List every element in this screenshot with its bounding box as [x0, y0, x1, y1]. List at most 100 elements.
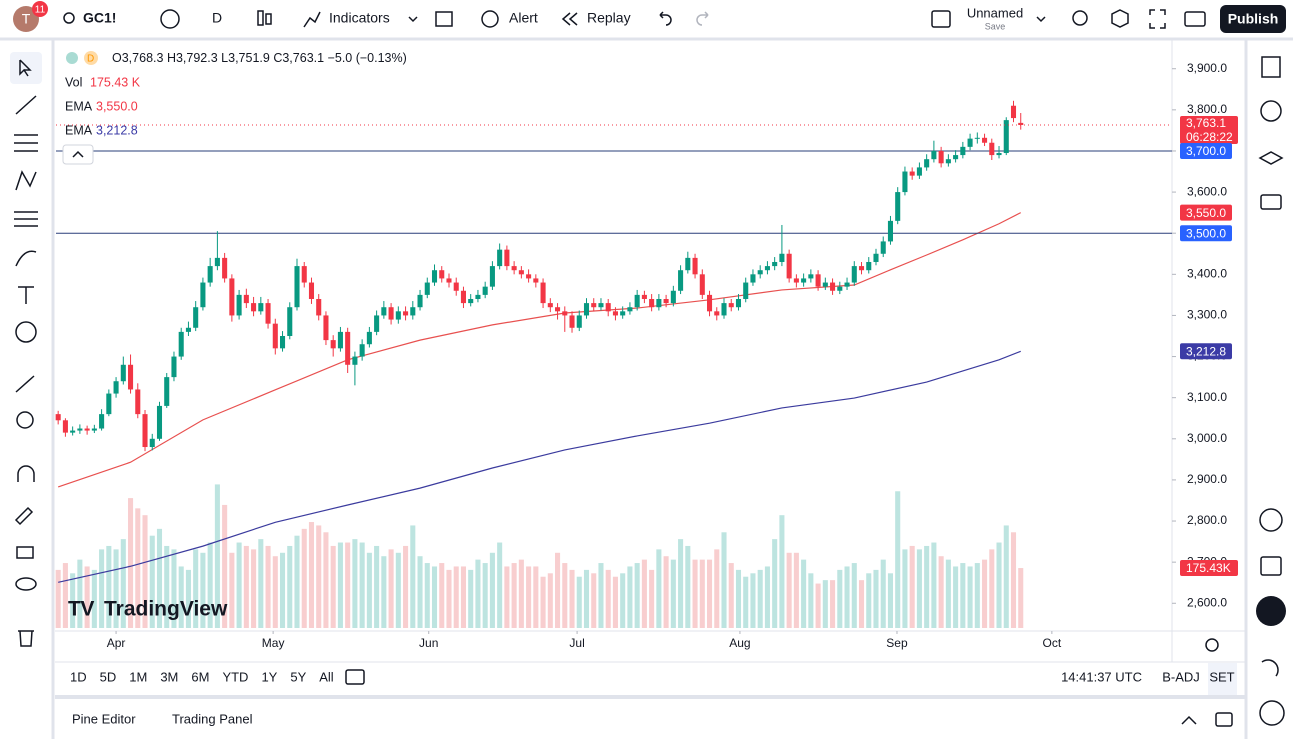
volume-bar: [106, 545, 112, 628]
range-button[interactable]: 1M: [129, 669, 147, 684]
brush-tool[interactable]: [15, 250, 37, 267]
publish-button[interactable]: [1220, 5, 1286, 33]
volume-bar: [431, 566, 438, 628]
alerts-panel[interactable]: [1260, 100, 1282, 122]
text-tool[interactable]: [18, 286, 34, 304]
chart-type[interactable]: [257, 10, 264, 26]
save[interactable]: Save: [985, 21, 1006, 31]
candle-body: [258, 303, 264, 312]
magnet-tool[interactable]: [17, 465, 35, 482]
publish[interactable]: Publish: [1228, 11, 1279, 27]
adjustment[interactable]: B-ADJ: [1162, 669, 1200, 684]
search-icon[interactable]: [63, 12, 75, 24]
alert[interactable]: Alert: [509, 10, 538, 26]
volume-bar: [555, 552, 561, 628]
products[interactable]: [1256, 596, 1286, 626]
zoom-tool[interactable]: [16, 411, 34, 429]
settings[interactable]: [1111, 9, 1129, 28]
trading-ideas[interactable]: [1259, 508, 1283, 532]
add-symbol[interactable]: [160, 9, 180, 29]
ema-line: [58, 350, 1021, 583]
forecast-tool[interactable]: [14, 211, 38, 227]
screenshot[interactable]: [1184, 11, 1206, 27]
candle-body: [663, 298, 669, 304]
candle-body: [996, 153, 1002, 156]
ohlc-legend: O3,768.3 H3,792.3 L3,751.9 C3,763.1 −5.0…: [112, 51, 407, 65]
range-button[interactable]: 6M: [191, 669, 209, 684]
volume-bar: [793, 552, 799, 628]
volume-bar: [996, 542, 1002, 628]
last-price-label: 3,763.1: [1186, 116, 1226, 130]
volume-bar: [359, 542, 365, 628]
collapse-legend[interactable]: [62, 144, 94, 165]
pattern-tool[interactable]: [15, 170, 37, 191]
redo[interactable]: [696, 11, 709, 26]
expand-panel[interactable]: [1181, 715, 1197, 725]
volume-bar: [526, 566, 532, 628]
indicators-icon[interactable]: [303, 11, 321, 28]
ema-label: 3,212.8: [1186, 344, 1226, 358]
range-button[interactable]: All: [319, 669, 334, 684]
candle-body: [251, 303, 257, 312]
volume-bar: [229, 552, 235, 628]
object-tree[interactable]: [1258, 151, 1284, 165]
candle-body: [446, 278, 452, 283]
range-button[interactable]: YTD: [222, 669, 248, 684]
range-button[interactable]: 5Y: [290, 669, 306, 684]
alert-icon[interactable]: [481, 10, 499, 28]
volume-bar: [236, 542, 242, 628]
range-button[interactable]: 5D: [100, 669, 117, 684]
volume-bar: [424, 563, 430, 628]
volume-bar: [612, 576, 618, 628]
lock-tool[interactable]: [16, 546, 34, 559]
replay-icon[interactable]: [561, 12, 578, 26]
axis-settings[interactable]: [1205, 638, 1219, 652]
goto-date[interactable]: [345, 669, 365, 685]
candle-body: [547, 303, 553, 308]
range-button[interactable]: 3M: [160, 669, 178, 684]
layout-name[interactable]: Unnamed: [967, 5, 1023, 20]
range-button[interactable]: 1D: [70, 669, 87, 684]
session-button[interactable]: [1208, 663, 1237, 695]
replay[interactable]: Replay: [587, 10, 631, 26]
candle-body: [627, 307, 633, 312]
layouts-icon[interactable]: [435, 11, 453, 27]
measure-tool[interactable]: [15, 375, 35, 393]
volume-bar: [156, 528, 163, 628]
panel-tab[interactable]: Pine Editor: [72, 711, 136, 726]
volume-bar: [439, 563, 445, 628]
candle-body: [924, 159, 930, 168]
cursor-tool[interactable]: [10, 52, 42, 84]
symbol[interactable]: GC1!: [83, 10, 116, 26]
range-button[interactable]: 1Y: [261, 669, 277, 684]
badge: [32, 1, 48, 17]
avatar[interactable]: [13, 6, 39, 32]
fullscreen[interactable]: [1149, 9, 1166, 29]
watchlist[interactable]: [1261, 56, 1281, 78]
trend-line-tool[interactable]: [15, 95, 37, 115]
candle-body: [895, 192, 901, 221]
dropdown[interactable]: [1036, 16, 1046, 23]
calendar[interactable]: [1260, 556, 1282, 576]
undo[interactable]: [659, 11, 672, 26]
help[interactable]: [1259, 700, 1285, 726]
volume-bar: [171, 549, 177, 628]
chats[interactable]: [1260, 194, 1282, 210]
panel-tab[interactable]: Trading Panel: [172, 711, 253, 726]
candle-body: [858, 266, 865, 271]
layout-icon[interactable]: [931, 10, 951, 28]
icon-tool[interactable]: [15, 321, 37, 343]
maximize-panel[interactable]: [1215, 712, 1233, 727]
candle-body: [120, 364, 126, 382]
session[interactable]: SET: [1209, 669, 1234, 684]
signals[interactable]: [1261, 659, 1279, 677]
quick-search[interactable]: [1072, 10, 1088, 26]
hide-tool[interactable]: [15, 577, 37, 591]
interval[interactable]: D: [212, 10, 222, 26]
delete-tool[interactable]: [18, 630, 34, 647]
dropdown[interactable]: [408, 16, 418, 23]
volume-bar: [866, 573, 872, 628]
lock-draw-tool[interactable]: [14, 506, 34, 526]
fib-tool[interactable]: [14, 134, 38, 152]
indicators[interactable]: Indicators: [329, 10, 390, 26]
